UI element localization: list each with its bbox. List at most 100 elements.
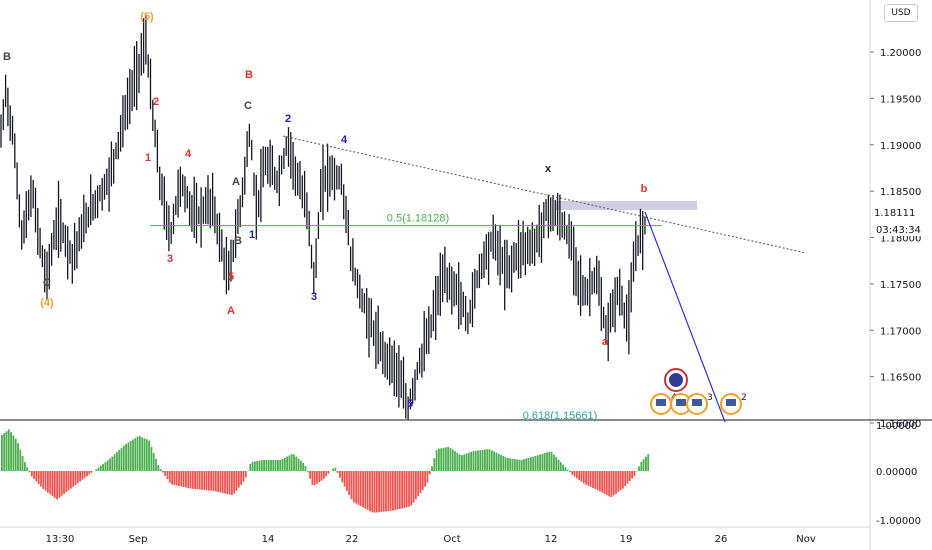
osc-bar (212, 471, 215, 491)
osc-bar (394, 471, 397, 510)
osc-bar (53, 471, 56, 498)
osc-bar (530, 457, 532, 471)
osc-bar (56, 471, 58, 500)
wave-label: 2 (153, 96, 159, 108)
osc-bar (306, 471, 309, 473)
osc-bar (139, 436, 141, 471)
osc-bar (240, 471, 242, 485)
osc-bar (518, 459, 521, 471)
globe-icon (669, 373, 683, 387)
osc-bar (336, 471, 339, 473)
wave-label: 2 (285, 113, 291, 125)
osc-bar (191, 471, 194, 489)
osc-bar (447, 446, 449, 471)
osc-bar (601, 471, 604, 493)
wave-label: C (244, 100, 252, 112)
wave-label: 3 (311, 291, 317, 303)
osc-bar (412, 471, 415, 503)
osc-bar (539, 454, 541, 471)
osc-bar (171, 471, 173, 485)
osc-bar (332, 468, 334, 471)
osc-bar (189, 471, 192, 489)
time-tick-label: 19 (620, 534, 633, 545)
osc-bar (249, 464, 252, 471)
osc-bar (472, 451, 475, 471)
osc-bar (610, 471, 613, 497)
osc-bar (431, 466, 433, 471)
currency-badge[interactable]: USD (884, 4, 918, 22)
osc-bar (180, 471, 183, 487)
osc-bar (617, 471, 620, 492)
osc-bar (258, 460, 261, 471)
osc-bar (208, 471, 210, 491)
osc-bar (104, 462, 107, 471)
osc-bar (564, 467, 567, 471)
osc-bar (493, 451, 495, 471)
osc-bar (17, 443, 19, 471)
osc-bar (279, 460, 282, 471)
osc-bar (47, 471, 49, 493)
wave-label: 5 (407, 398, 413, 410)
osc-bar (127, 442, 130, 471)
osc-bar (366, 471, 369, 510)
countdown-timer: 03:43:34 (876, 225, 921, 236)
osc-bar (465, 453, 468, 471)
osc-bar (219, 471, 222, 493)
osc-bar (90, 471, 93, 473)
osc-bar (385, 471, 387, 512)
osc-bar (626, 471, 629, 484)
osc-bar (178, 471, 180, 486)
osc-bar (168, 471, 171, 483)
osc-bar (396, 471, 399, 510)
osc-bar (65, 471, 68, 493)
osc-bar (380, 471, 383, 512)
osc-bar (640, 461, 643, 471)
osc-bar (509, 458, 512, 471)
osc-bar (378, 471, 380, 513)
osc-bar (228, 471, 231, 495)
osc-bar (435, 450, 438, 471)
time-tick-label: 26 (715, 534, 728, 545)
osc-bar (592, 471, 594, 488)
osc-bar (408, 471, 410, 507)
osc-bar (504, 457, 507, 471)
osc-bar (327, 471, 330, 474)
price-tick-label: 1.17500 (880, 280, 921, 291)
osc-bar (40, 471, 42, 487)
osc-bar (339, 471, 341, 478)
osc-bar (309, 471, 311, 479)
wave-label: (4) (40, 297, 54, 309)
wave-label: a (602, 336, 609, 348)
osc-bar (571, 471, 574, 475)
osc-bar (201, 471, 203, 490)
osc-bar (573, 471, 576, 477)
price-tick-label: 1.16500 (880, 373, 921, 384)
osc-bar (587, 471, 590, 486)
osc-bar (576, 471, 578, 479)
price-tick-label: 1.18500 (880, 187, 921, 198)
osc-bar (263, 460, 265, 471)
osc-bar (608, 471, 610, 497)
osc-bar (316, 471, 318, 484)
wave-label: B (245, 69, 253, 81)
osc-bar (7, 429, 10, 471)
osc-bar (173, 471, 176, 485)
osc-bar (35, 471, 38, 482)
osc-bar (106, 460, 109, 471)
osc-bar (187, 471, 190, 488)
price-tick-label: 1.18000 (880, 234, 921, 245)
osc-bar (373, 471, 376, 513)
osc-bar (513, 459, 516, 471)
osc-bar (580, 471, 583, 482)
osc-bar (102, 463, 104, 471)
osc-bar (1, 435, 3, 471)
wave-label: 1 (249, 229, 255, 241)
osc-bar (214, 471, 217, 492)
wave-label: 4 (185, 148, 192, 160)
osc-bar (194, 471, 196, 489)
osc-bar (548, 451, 551, 471)
osc-bar (507, 458, 509, 471)
osc-bar (442, 447, 445, 471)
osc-tick-label: 0.00000 (876, 467, 917, 478)
